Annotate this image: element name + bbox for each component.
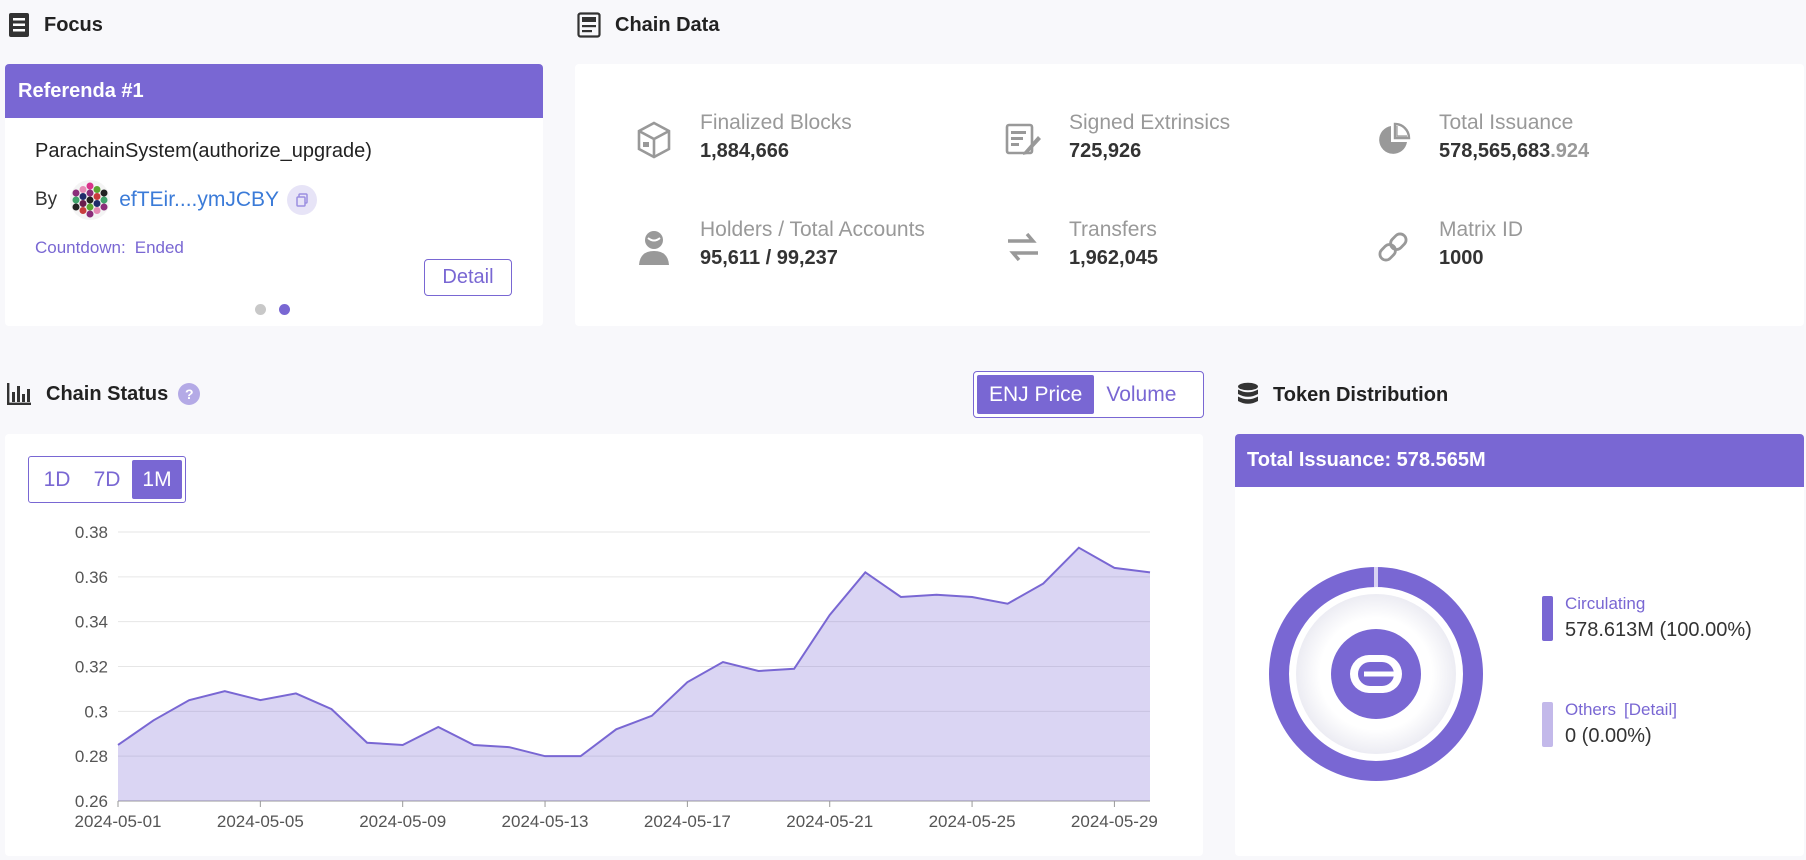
metric-value[interactable]: 95,611 / 99,237: [700, 247, 838, 269]
metric-finalized-blocks: Finalized Blocks 1,884,666: [632, 110, 852, 163]
chart-metric-toggle: ENJ Price Volume: [973, 371, 1204, 418]
countdown-label: Countdown:: [35, 238, 126, 257]
copy-icon[interactable]: [287, 185, 318, 215]
by-label: By: [35, 189, 58, 210]
y-tick-label: 0.34: [75, 613, 108, 632]
pagination-dot-1[interactable]: [255, 304, 266, 315]
chain-status-card: 1D 7D 1M 0.26 0.28 0.3 0.32 0.34 0.36 0.38 2024…: [5, 434, 1203, 856]
list-icon: [8, 12, 30, 38]
signed-doc-icon: [1001, 118, 1045, 162]
focus-section-title: Focus: [8, 12, 103, 38]
detail-button[interactable]: Detail: [424, 259, 512, 296]
metric-value[interactable]: 1,884,666: [700, 140, 789, 162]
pagination-dot-2[interactable]: [279, 304, 290, 315]
metric-signed-extrinsics: Signed Extrinsics 725,926: [1001, 110, 1230, 163]
metric-label: Total Issuance: [1439, 111, 1574, 134]
referenda-title[interactable]: Referenda #1: [5, 64, 543, 118]
total-issuance-banner: Total Issuance: 578.565M: [1235, 434, 1804, 487]
y-tick-label: 0.28: [75, 747, 108, 766]
tab-enj-price[interactable]: ENJ Price: [977, 375, 1095, 414]
tab-volume[interactable]: Volume: [1106, 383, 1177, 406]
x-tick-label: 2024-05-29: [1071, 812, 1158, 831]
y-tick-label: 0.36: [75, 568, 108, 587]
donut-chart[interactable]: [1266, 564, 1486, 784]
proposer-row: By efTEir....ymJCBY: [35, 178, 318, 222]
legend-swatch: [1542, 596, 1553, 641]
others-detail-link[interactable]: [Detail]: [1624, 700, 1677, 719]
chain-status-title: Chain Status: [46, 382, 169, 405]
metric-total-issuance: Total Issuance 578,565,683.924: [1371, 110, 1589, 163]
enjin-logo-icon: [1331, 629, 1421, 719]
legend-others: Others [Detail] 0 (0.00%): [1542, 700, 1677, 748]
legend-name: Others [Detail]: [1565, 700, 1677, 720]
series-area: [118, 547, 1150, 801]
document-icon: [577, 12, 601, 38]
x-tick-label: 2024-05-21: [786, 812, 873, 831]
metric-matrix-id: Matrix ID 1000: [1371, 217, 1523, 270]
chain-data-card: Finalized Blocks 1,884,666 Signed Extrins…: [575, 64, 1804, 326]
y-tick-label: 0.38: [75, 523, 108, 542]
x-tick-label: 2024-05-17: [644, 812, 731, 831]
metric-value[interactable]: 1,962,045: [1069, 247, 1158, 269]
countdown-value: Ended: [134, 238, 184, 257]
proposer-address-link[interactable]: efTEir....ymJCBY: [119, 188, 280, 211]
transfer-arrows-icon: [1001, 225, 1045, 269]
range-1d-button[interactable]: 1D: [43, 468, 71, 491]
metric-value: 578,565,683.924: [1439, 140, 1589, 163]
referenda-card: Referenda #1 ParachainSystem(authorize_u…: [5, 64, 543, 326]
chain-status-section-title: Chain Status ?: [6, 382, 201, 406]
price-area-chart[interactable]: 0.26 0.28 0.3 0.32 0.34 0.36 0.38 2024-05-01 202…: [5, 434, 1203, 856]
x-tick-label: 2024-05-25: [929, 812, 1016, 831]
metric-label: Holders / Total Accounts: [700, 218, 925, 241]
range-1m-button[interactable]: 1M: [132, 460, 182, 499]
legend-value: 578.613M (100.00%): [1565, 619, 1752, 641]
token-distribution-card: Total Issuance: 578.565M Circulating 578.…: [1235, 434, 1804, 856]
y-tick-label: 0.3: [84, 702, 108, 721]
user-icon: [632, 225, 676, 269]
issuance-decimal: .924: [1550, 140, 1590, 162]
link-icon: [1371, 225, 1415, 269]
chain-data-section-title: Chain Data: [577, 12, 719, 38]
bar-chart-icon: [6, 382, 32, 406]
metric-label: Signed Extrinsics: [1069, 111, 1231, 134]
series-line: [117, 546, 1151, 758]
box-icon: [632, 118, 676, 162]
token-distribution-title: Token Distribution: [1273, 383, 1449, 406]
token-distribution-section-title: Token Distribution: [1237, 382, 1448, 408]
referenda-call: ParachainSystem(authorize_upgrade): [35, 140, 372, 162]
x-tick-label: 2024-05-05: [217, 812, 304, 831]
x-tick-label: 2024-05-13: [502, 812, 589, 831]
pie-icon: [1371, 118, 1415, 162]
metric-value[interactable]: 725,926: [1069, 140, 1142, 162]
avatar: [69, 179, 111, 221]
issuance-integer: 578,565,683: [1439, 140, 1551, 162]
legend-name-text: Others: [1565, 700, 1617, 719]
metric-label: Matrix ID: [1439, 218, 1523, 241]
y-tick-label: 0.32: [75, 658, 108, 677]
legend-circulating: Circulating 578.613M (100.00%): [1542, 594, 1752, 642]
metric-label: Transfers: [1069, 218, 1157, 241]
chain-data-title: Chain Data: [615, 13, 720, 36]
countdown: Countdown: Ended: [35, 238, 184, 258]
help-icon[interactable]: ?: [178, 383, 201, 405]
legend-name: Circulating: [1565, 594, 1646, 613]
x-tick-label: 2024-05-01: [75, 812, 162, 831]
range-7d-button[interactable]: 7D: [93, 468, 121, 491]
carousel-pagination: [255, 304, 303, 315]
database-icon: [1237, 382, 1259, 408]
focus-title: Focus: [44, 13, 103, 36]
x-tick-label: 2024-05-09: [359, 812, 446, 831]
metric-holders-accounts: Holders / Total Accounts 95,611 / 99,237: [632, 217, 925, 270]
metric-value: 1000: [1439, 247, 1484, 269]
y-tick-label: 0.26: [75, 792, 108, 811]
legend-swatch: [1542, 702, 1553, 747]
time-range-selector: 1D 7D 1M: [28, 456, 186, 503]
legend-value: 0 (0.00%): [1565, 725, 1652, 747]
metric-transfers: Transfers 1,962,045: [1001, 217, 1158, 270]
metric-label: Finalized Blocks: [700, 111, 852, 134]
